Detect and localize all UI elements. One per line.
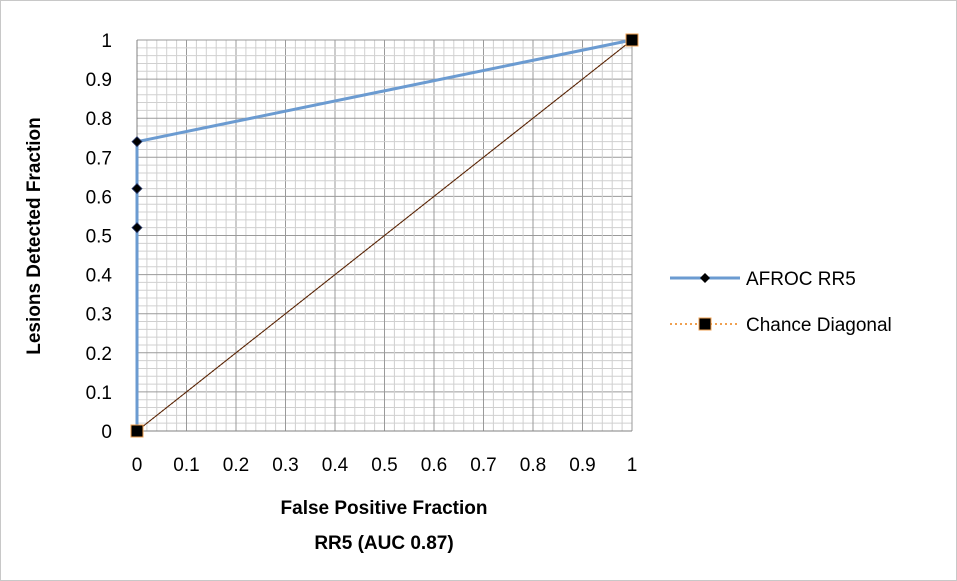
x-tick-label: 0.3 [272,455,298,476]
y-tick-label: 0.9 [86,70,112,91]
series-line-chance-core [136,39,633,432]
x-tick-label: 0.2 [223,455,249,476]
x-tick-label: 0 [132,455,143,476]
legend-item-chance: Chance Diagonal [670,315,892,336]
tick-labels: 0 0.1 0.2 0.3 0.4 0.5 0.6 0.7 0.8 0.9 1 0 0.1 0.2 0.3 0… [86,31,638,476]
x-tick-label: 1 [627,455,638,476]
legend-label-afroc: AFROC RR5 [746,269,856,290]
y-tick-label: 0.7 [86,148,112,169]
x-tick-label: 0.4 [322,455,349,476]
legend-label-chance: Chance Diagonal [746,315,892,336]
data-point-chance [625,33,639,47]
y-tick-label: 0.1 [86,383,112,404]
data-point-chance [130,424,144,438]
x-axis-subtitle: RR5 (AUC 0.87) [314,533,453,554]
y-tick-label: 1 [101,31,112,52]
data-point-afroc [131,183,143,195]
plot-series [130,33,639,438]
legend-item-afroc: AFROC RR5 [670,269,856,290]
x-tick-label: 0.6 [421,455,447,476]
x-tick-label: 0.8 [520,455,546,476]
y-tick-label: 0 [101,422,112,443]
x-tick-label: 0.7 [470,455,496,476]
legend-marker-chance [698,317,712,331]
y-tick-label: 0.2 [86,344,112,365]
x-tick-label: 0.1 [173,455,199,476]
y-tick-label: 0.6 [86,187,112,208]
y-tick-label: 0.4 [86,266,113,287]
y-tick-label: 0.8 [86,109,112,130]
data-point-afroc [131,222,143,234]
x-tick-label: 0.9 [569,455,595,476]
legend-marker-afroc [700,273,710,283]
y-axis-title: Lesions Detected Fraction [24,117,45,355]
gridlines [137,39,633,431]
legend: AFROC RR5 Chance Diagonal [670,269,892,336]
data-point-afroc [131,136,143,148]
y-tick-label: 0.3 [86,305,112,326]
x-axis-title: False Positive Fraction [281,498,488,519]
x-tick-label: 0.5 [371,455,397,476]
y-tick-label: 0.5 [86,227,112,248]
